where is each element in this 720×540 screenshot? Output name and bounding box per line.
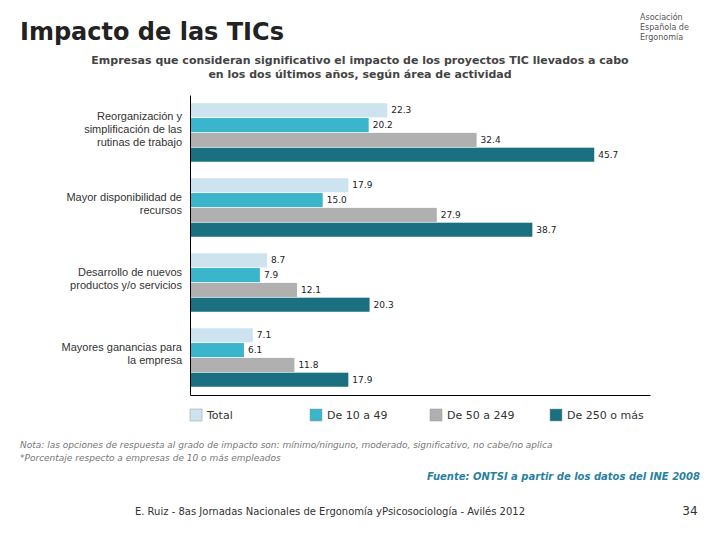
text-line: simplificación de las bbox=[84, 123, 182, 135]
bar bbox=[190, 328, 253, 342]
legend-item: Total bbox=[190, 409, 233, 422]
legend-item: De 10 a 49 bbox=[310, 409, 387, 422]
x-axis bbox=[191, 395, 651, 396]
data-label: 7.1 bbox=[257, 330, 271, 340]
title: Impacto de las TICs bbox=[20, 18, 284, 46]
subtitle: Empresas que consideran significativo el… bbox=[91, 54, 629, 81]
text-line: productos y/o servicios bbox=[70, 279, 182, 291]
bar bbox=[190, 148, 594, 162]
bar bbox=[190, 223, 532, 237]
text-line: Desarrollo de nuevos bbox=[78, 266, 182, 278]
text-line: 34 bbox=[682, 504, 697, 518]
y-tick: Mayor disponibilidad derecursos bbox=[66, 191, 190, 216]
plot: 22.3 17.9 8.7 7.1 20.2 15.0 7.9 6.1 32.4 27.9 12.1… bbox=[62, 96, 651, 396]
annotation: Nota: las opciones de respuesta al grado… bbox=[20, 440, 553, 450]
text-line: Ergonomía bbox=[640, 33, 683, 42]
data-label: 22.3 bbox=[391, 105, 411, 115]
y-tick: Reorganización ysimplificación de lasrut… bbox=[84, 110, 190, 148]
text-line: en los dos últimos años, según área de a… bbox=[208, 68, 511, 81]
y-tick: Desarrollo de nuevosproductos y/o servic… bbox=[70, 266, 190, 291]
bar bbox=[190, 283, 297, 297]
bar bbox=[190, 178, 348, 192]
data-label: 6.1 bbox=[248, 345, 262, 355]
annotation: AsociaciónEspañola deErgonomía bbox=[640, 12, 689, 42]
text-line: la empresa bbox=[128, 354, 183, 366]
y-axis-line bbox=[190, 96, 191, 396]
bar bbox=[190, 133, 477, 147]
data-labels: 22.3 17.9 8.7 7.1 20.2 15.0 7.9 6.1 32.4 27.9 12.1… bbox=[248, 105, 618, 384]
annotation: 34 bbox=[682, 504, 697, 518]
bar bbox=[190, 193, 323, 207]
bar bbox=[190, 373, 348, 387]
legend-swatch bbox=[430, 409, 442, 421]
bar bbox=[190, 268, 260, 282]
y-tick-label: Mayores ganancias parala empresa bbox=[62, 341, 183, 366]
data-label: 8.7 bbox=[271, 255, 285, 265]
text-line: *Porcentaje respecto a empresas de 10 o … bbox=[20, 453, 281, 463]
data-label: 17.9 bbox=[352, 375, 372, 385]
text-line: Fuente: ONTSI a partir de los datos del … bbox=[427, 471, 700, 482]
legend-label: De 10 a 49 bbox=[327, 409, 387, 422]
data-label: 38.7 bbox=[536, 225, 556, 235]
y-axis: Reorganización ysimplificación de lasrut… bbox=[62, 96, 191, 396]
chart: Impacto de las TICs Empresas que consider… bbox=[0, 0, 720, 540]
annotation: Fuente: ONTSI a partir de los datos del … bbox=[427, 471, 700, 482]
text-line: Mayores ganancias para bbox=[62, 341, 183, 353]
data-label: 27.9 bbox=[441, 210, 461, 220]
data-label: 45.7 bbox=[598, 150, 618, 160]
y-tick-label: Mayor disponibilidad derecursos bbox=[66, 191, 182, 216]
bar bbox=[190, 103, 387, 117]
data-label: 15.0 bbox=[327, 195, 347, 205]
data-label: 20.2 bbox=[373, 120, 393, 130]
legend-swatch bbox=[550, 409, 562, 421]
annotation: *Porcentaje respecto a empresas de 10 o … bbox=[20, 453, 281, 463]
bar bbox=[190, 118, 369, 132]
bar bbox=[190, 298, 370, 312]
data-label: 17.9 bbox=[352, 180, 372, 190]
bar bbox=[190, 343, 244, 357]
data-label: 32.4 bbox=[481, 135, 501, 145]
legend-label: De 250 o más bbox=[567, 409, 644, 422]
bars bbox=[190, 103, 594, 387]
legend-label: De 50 a 249 bbox=[447, 409, 514, 422]
bar bbox=[190, 358, 294, 372]
y-tick-label: Desarrollo de nuevosproductos y/o servic… bbox=[70, 266, 182, 291]
text-line: Española de bbox=[640, 23, 689, 32]
legend-swatch bbox=[310, 409, 322, 421]
text-line: Nota: las opciones de respuesta al grado… bbox=[20, 440, 553, 450]
legend-item: De 50 a 249 bbox=[430, 409, 514, 422]
data-label: 7.9 bbox=[264, 270, 279, 280]
text-line: E. Ruiz - 8as Jornadas Nacionales de Erg… bbox=[135, 506, 525, 517]
text-line: Asociación bbox=[640, 12, 683, 22]
y-tick: Mayores ganancias parala empresa bbox=[62, 341, 190, 366]
text-line: rutinas de trabajo bbox=[97, 136, 182, 148]
annotation: E. Ruiz - 8as Jornadas Nacionales de Erg… bbox=[135, 506, 525, 517]
data-label: 11.8 bbox=[298, 360, 318, 370]
data-label: 20.3 bbox=[374, 300, 394, 310]
bar bbox=[190, 208, 437, 222]
data-label: 12.1 bbox=[301, 285, 321, 295]
x-axis-line bbox=[191, 395, 651, 396]
legend-swatch bbox=[190, 409, 202, 421]
text-line: Empresas que consideran significativo el… bbox=[91, 54, 629, 67]
y-tick-label: Reorganización ysimplificación de lasrut… bbox=[84, 110, 182, 148]
bar bbox=[190, 253, 267, 267]
text-line: recursos bbox=[140, 204, 183, 216]
legend-item: De 250 o más bbox=[550, 409, 644, 422]
legend-label: Total bbox=[206, 409, 233, 422]
text-line: Mayor disponibilidad de bbox=[66, 191, 182, 203]
legend: Total De 10 a 49 De 50 a 249 De 250 o más bbox=[190, 409, 644, 422]
text-line: Reorganización y bbox=[97, 110, 182, 122]
